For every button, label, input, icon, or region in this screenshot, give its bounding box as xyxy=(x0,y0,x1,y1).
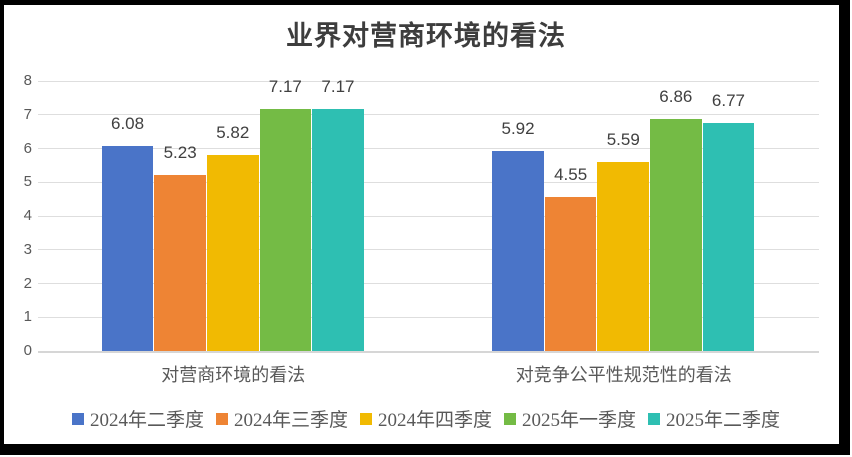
data-label: 5.59 xyxy=(606,130,640,150)
y-tick-label: 3 xyxy=(23,240,32,258)
y-tick-label: 6 xyxy=(23,139,32,157)
plot-area: 6.08 5.23 5.82 7.17 7.17 5.92 4.55 5.59 6.86 6.77 xyxy=(38,77,819,353)
bar xyxy=(492,151,544,351)
gridline xyxy=(38,215,819,217)
legend-item: 2025年二季度 xyxy=(648,405,780,432)
bar xyxy=(544,197,597,351)
legend-item: 2025年一季度 xyxy=(504,405,636,432)
bar xyxy=(154,174,206,351)
y-tick-label: 8 xyxy=(23,72,32,89)
gridline xyxy=(38,80,819,82)
legend-swatch-icon xyxy=(648,412,661,425)
data-label: 6.86 xyxy=(659,87,693,107)
data-label: 7.17 xyxy=(268,77,302,97)
legend-label: 2024年二季度 xyxy=(89,410,204,431)
bar xyxy=(101,145,154,351)
y-tick-label: 7 xyxy=(23,105,32,123)
legend-item: 2024年三季度 xyxy=(215,405,348,432)
bar xyxy=(259,109,312,351)
bar xyxy=(597,162,650,351)
y-tick-label: 1 xyxy=(23,308,32,326)
legend-swatch-icon xyxy=(359,412,372,425)
y-tick-label: 0 xyxy=(23,342,32,359)
gridline xyxy=(38,249,819,251)
legend-label: 2025年二季度 xyxy=(666,410,781,431)
bar xyxy=(650,119,702,351)
legend-item: 2024年四季度 xyxy=(359,405,492,432)
category-label: 对营商环境的看法 xyxy=(161,365,306,385)
data-label: 6.77 xyxy=(711,90,745,110)
bar xyxy=(312,109,364,351)
data-label: 5.82 xyxy=(216,122,250,142)
bar xyxy=(206,154,259,351)
legend-label: 2024年三季度 xyxy=(233,410,348,431)
y-tick-label: 2 xyxy=(23,274,32,292)
y-tick-label: 4 xyxy=(23,207,32,224)
gridline xyxy=(38,316,819,318)
data-label: 5.23 xyxy=(163,142,197,162)
legend-label: 2025年一季度 xyxy=(522,410,637,431)
category-label: 对竞争公平性规范性的看法 xyxy=(515,365,732,385)
gridline xyxy=(38,181,819,183)
gridline xyxy=(38,283,819,284)
data-label: 7.17 xyxy=(321,77,355,97)
legend-item: 2024年二季度 xyxy=(71,405,204,432)
legend-swatch-icon xyxy=(504,412,516,425)
gridline xyxy=(38,114,819,116)
bar xyxy=(702,122,755,351)
legend-label: 2024年四季度 xyxy=(377,410,492,431)
chart-title: 业界对营商环境的看法 xyxy=(286,21,566,51)
legend-swatch-icon xyxy=(215,412,228,425)
gridline xyxy=(38,148,819,149)
legend-swatch-icon xyxy=(71,412,84,425)
legend: 2024年二季度 2024年三季度 2024年四季度 2025年一季度 2025年二季度 xyxy=(0,405,852,432)
data-label: 5.92 xyxy=(501,119,535,139)
x-axis-line xyxy=(38,351,819,353)
data-label: 4.55 xyxy=(554,165,588,185)
data-label: 6.08 xyxy=(111,113,145,133)
y-tick-label: 5 xyxy=(23,173,32,191)
